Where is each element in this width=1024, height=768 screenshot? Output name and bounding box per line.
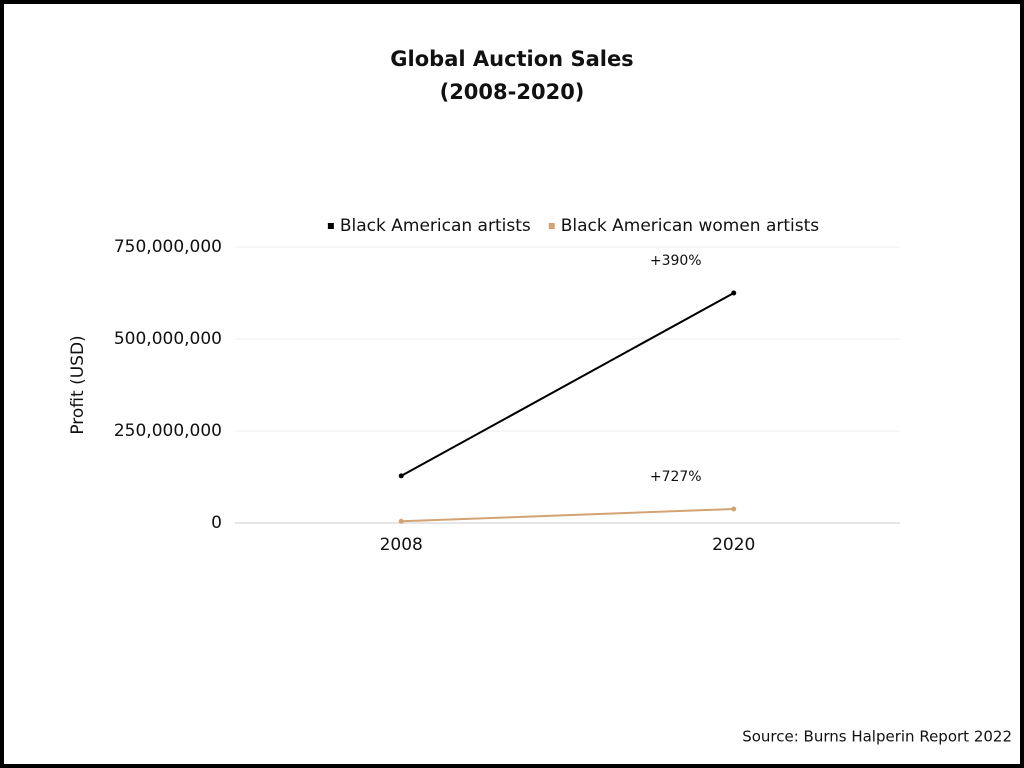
legend: Black American artists Black American wom…	[327, 216, 820, 236]
y-axis-label: Profit (USD)	[68, 335, 88, 434]
legend-label: Black American women artists	[561, 216, 820, 236]
data-point	[398, 473, 404, 479]
y-tick-label: 0	[211, 513, 222, 533]
source-note: Source: Burns Halperin Report 2022	[742, 728, 1012, 746]
x-tick-label: 2020	[712, 535, 755, 555]
legend-marker	[327, 223, 334, 229]
chart-title: Global Auction Sales	[390, 47, 633, 71]
data-point	[731, 290, 737, 296]
series-line	[400, 292, 735, 477]
series-line	[401, 508, 734, 523]
y-tick-label: 500,000,000	[114, 329, 222, 349]
legend-marker	[548, 223, 555, 229]
y-tick-label: 250,000,000	[114, 421, 222, 441]
y-tick-label: 750,000,000	[114, 237, 222, 257]
chart-subtitle: (2008-2020)	[440, 80, 585, 104]
legend-label: Black American artists	[340, 216, 531, 236]
data-point	[731, 506, 737, 512]
x-tick-label: 2008	[380, 535, 423, 555]
annotation: +390%	[650, 253, 702, 269]
annotation: +727%	[650, 469, 702, 485]
data-point	[398, 518, 404, 524]
